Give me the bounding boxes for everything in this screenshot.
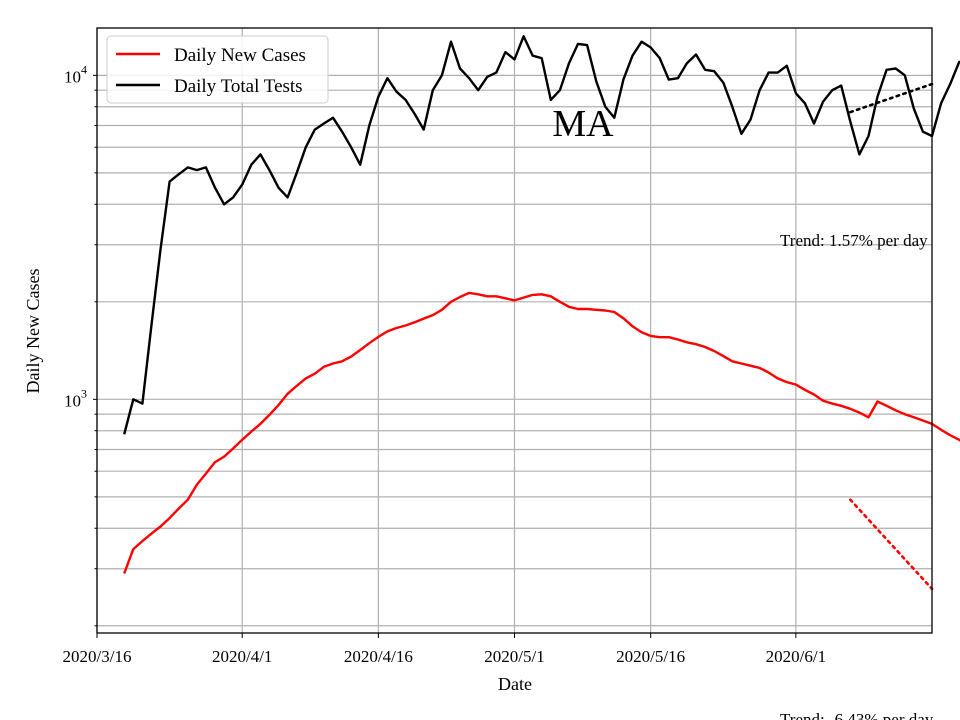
series-line-daily-total-tests	[123, 35, 960, 435]
y-tick-label-exponent: 3	[81, 386, 87, 400]
grid-lines	[96, 28, 932, 633]
y-axis-title: Daily New Cases	[23, 269, 43, 394]
trend-line-daily-new-cases	[849, 498, 934, 591]
legend-label-daily-total-tests: Daily Total Tests	[174, 76, 303, 97]
x-tick-label: 2020/4/1	[212, 647, 272, 666]
trend-label-cases: Trend: -6.43% per day	[780, 710, 934, 720]
chart-title: MA	[552, 103, 614, 145]
y-tick-label: 103	[64, 386, 87, 410]
y-tick-label-exponent: 4	[81, 62, 87, 76]
series-line-daily-new-cases	[123, 291, 960, 574]
trend-lines	[849, 82, 934, 591]
x-tick-label: 2020/5/1	[484, 647, 544, 666]
x-tick-label: 2020/6/1	[766, 647, 826, 666]
legend: Daily New Cases Daily Total Tests	[106, 35, 329, 104]
y-tick-label-base: 10	[64, 391, 81, 410]
trend-line-daily-total-tests	[849, 82, 934, 114]
y-tick-label: 104	[64, 62, 87, 86]
x-tick-label: 2020/4/16	[344, 647, 413, 666]
x-tick-label: 2020/5/16	[616, 647, 685, 666]
legend-label-daily-new-cases: Daily New Cases	[174, 45, 306, 66]
y-tick-label-base: 10	[64, 67, 81, 86]
series-lines	[123, 35, 960, 574]
x-axis-title: Date	[498, 674, 532, 694]
x-tick-label: 2020/3/16	[63, 647, 132, 666]
legend-box	[106, 35, 329, 104]
trend-label-tests: Trend: 1.57% per day	[780, 231, 928, 250]
x-axis-ticks: 2020/3/16 2020/4/1 2020/4/16 2020/5/1 2020/5…	[63, 633, 826, 666]
